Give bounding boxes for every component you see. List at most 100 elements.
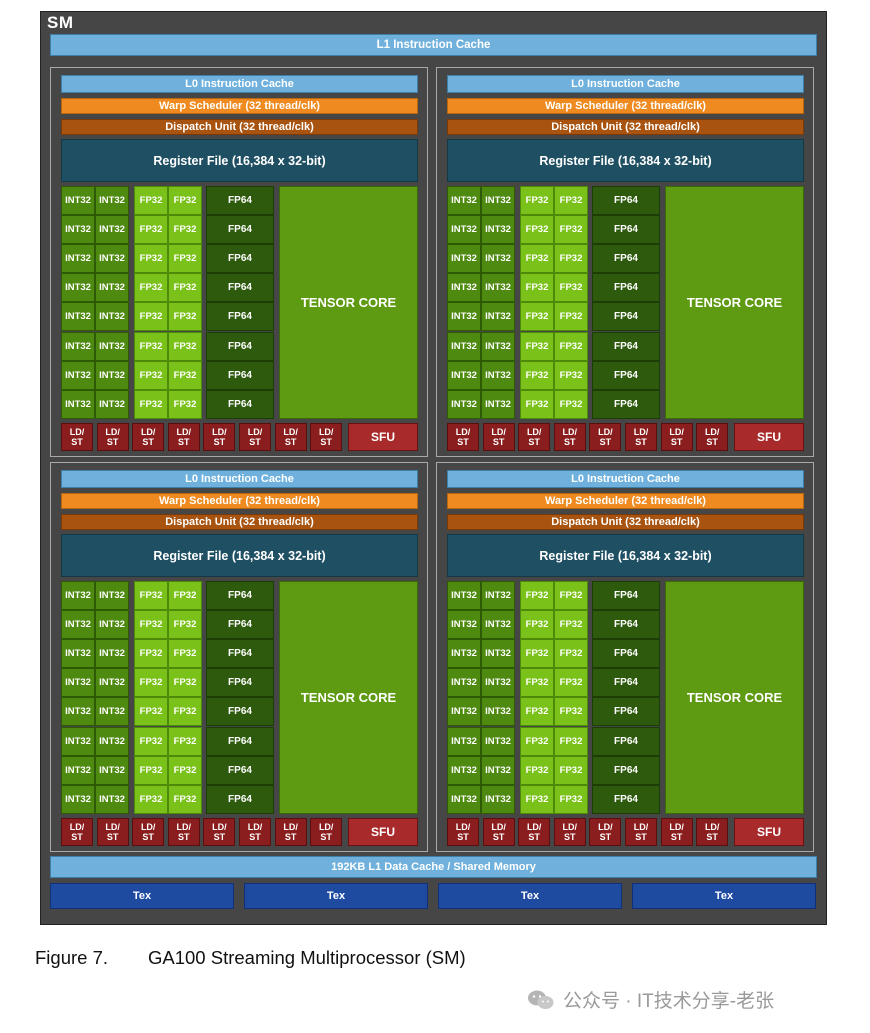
fp32-core: FP32 (168, 697, 202, 727)
ld-st-label: ST (249, 437, 261, 447)
fp32-core: FP32 (554, 215, 588, 245)
int32-core: INT32 (95, 581, 129, 610)
int32-core: INT32 (95, 668, 129, 698)
fp32-core: FP32 (520, 186, 554, 215)
int32-core: INT32 (447, 302, 481, 332)
fp32-core: FP32 (168, 331, 202, 361)
int32-core: INT32 (61, 668, 95, 698)
fp64-core: FP64 (206, 360, 274, 390)
fp32-core: FP32 (554, 302, 588, 332)
ld-st-label: ST (178, 437, 190, 447)
fp32-core: FP32 (134, 726, 168, 756)
register-file: Register File (16,384 x 32-bit) (447, 534, 804, 577)
tex-unit: Tex (632, 883, 816, 909)
int32-core: INT32 (61, 186, 95, 215)
tex-unit: Tex (438, 883, 622, 909)
fp64-core: FP64 (206, 273, 274, 303)
ld-st-label: ST (249, 832, 261, 842)
sfu-unit: SFU (734, 818, 804, 846)
int32-core: INT32 (61, 755, 95, 785)
int32-core: INT32 (95, 186, 129, 215)
fp32-core: FP32 (520, 331, 554, 361)
fp32-core: FP32 (168, 610, 202, 640)
int32-core: INT32 (447, 273, 481, 303)
int32-core: INT32 (481, 697, 515, 727)
fp32-core: FP32 (134, 186, 168, 215)
fp64-core: FP64 (592, 273, 660, 303)
ld-st-unit: LD/ST (482, 423, 515, 451)
ld-st-unit: LD/ST (447, 423, 479, 451)
ld-st-label: LD/ (318, 822, 334, 832)
ld-st-unit: LD/ST (310, 818, 343, 846)
ld-st-label: LD/ (176, 822, 192, 832)
fp64-core: FP64 (206, 639, 274, 669)
fp32-core: FP32 (134, 610, 168, 640)
ld-st-unit: LD/ST (589, 818, 622, 846)
int32-core: INT32 (61, 784, 95, 814)
ld-st-label: LD/ (455, 427, 471, 437)
processing-block: L0 Instruction Cache Warp Scheduler (32 t… (50, 67, 428, 457)
warp-scheduler: Warp Scheduler (32 thread/clk) (447, 98, 804, 114)
fp32-core: FP32 (168, 755, 202, 785)
ld-st-label: ST (71, 832, 83, 842)
l0-instruction-cache: L0 Instruction Cache (447, 75, 804, 93)
fp32-core: FP32 (520, 697, 554, 727)
ld-st-unit: LD/ST (239, 423, 271, 451)
dispatch-unit: Dispatch Unit (32 thread/clk) (61, 514, 418, 530)
watermark-text: 公众号 · IT技术分享-老张 (563, 991, 775, 1012)
ld-st-label: LD/ (526, 822, 542, 832)
ld-st-label: LD/ (633, 427, 649, 437)
int32-core: INT32 (61, 244, 95, 274)
ld-st-label: LD/ (105, 427, 120, 437)
fp32-core: FP32 (520, 215, 554, 245)
fp64-core: FP64 (206, 784, 274, 814)
ld-st-label: LD/ (212, 822, 227, 832)
ld-st-unit: LD/ST (167, 423, 200, 451)
ld-st-unit: LD/ST (96, 818, 129, 846)
fp32-core: FP32 (554, 726, 588, 756)
fp32-core: FP32 (134, 784, 168, 814)
fp32-core: FP32 (134, 244, 168, 274)
ld-st-unit: LD/ST (447, 818, 479, 846)
fp32-core: FP32 (520, 302, 554, 332)
int32-core: INT32 (61, 273, 95, 303)
dispatch-unit: Dispatch Unit (32 thread/clk) (447, 119, 804, 135)
int32-core: INT32 (447, 697, 481, 727)
fp32-core: FP32 (554, 697, 588, 727)
fp32-core: FP32 (168, 784, 202, 814)
ld-st-label: ST (599, 832, 612, 842)
fp32-core: FP32 (554, 639, 588, 669)
ld-st-label: ST (320, 437, 332, 447)
fp32-core: FP32 (134, 331, 168, 361)
ld-st-label: ST (564, 832, 576, 842)
fp64-core: FP64 (592, 784, 660, 814)
fp32-core: FP32 (134, 697, 168, 727)
int32-core: INT32 (95, 215, 129, 245)
sm-block: SM L1 Instruction Cache L0 Instruction C… (40, 11, 827, 925)
warp-scheduler: Warp Scheduler (32 thread/clk) (447, 493, 804, 509)
int32-core: INT32 (481, 215, 515, 245)
int32-core: INT32 (447, 389, 481, 419)
ld-st-label: ST (599, 437, 612, 447)
int32-core: INT32 (61, 639, 95, 669)
ld-st-unit: LD/ST (589, 423, 622, 451)
ld-st-label: LD/ (491, 822, 506, 832)
int32-core: INT32 (61, 331, 95, 361)
fp32-core: FP32 (134, 389, 168, 419)
fp64-core: FP64 (592, 581, 660, 610)
ld-st-label: LD/ (140, 427, 156, 437)
dispatch-unit: Dispatch Unit (32 thread/clk) (447, 514, 804, 530)
fp32-core: FP32 (134, 639, 168, 669)
int32-core: INT32 (481, 726, 515, 756)
fp32-core: FP32 (134, 273, 168, 303)
int32-core: INT32 (481, 668, 515, 698)
fp32-core: FP32 (134, 668, 168, 698)
ld-st-label: ST (635, 437, 647, 447)
int32-core: INT32 (447, 639, 481, 669)
ld-st-unit: LD/ST (310, 423, 343, 451)
ld-st-label: ST (71, 437, 83, 447)
int32-core: INT32 (447, 331, 481, 361)
int32-core: INT32 (61, 697, 95, 727)
figure-title: GA100 Streaming Multiprocessor (SM) (148, 947, 466, 968)
sfu-unit: SFU (734, 423, 804, 451)
